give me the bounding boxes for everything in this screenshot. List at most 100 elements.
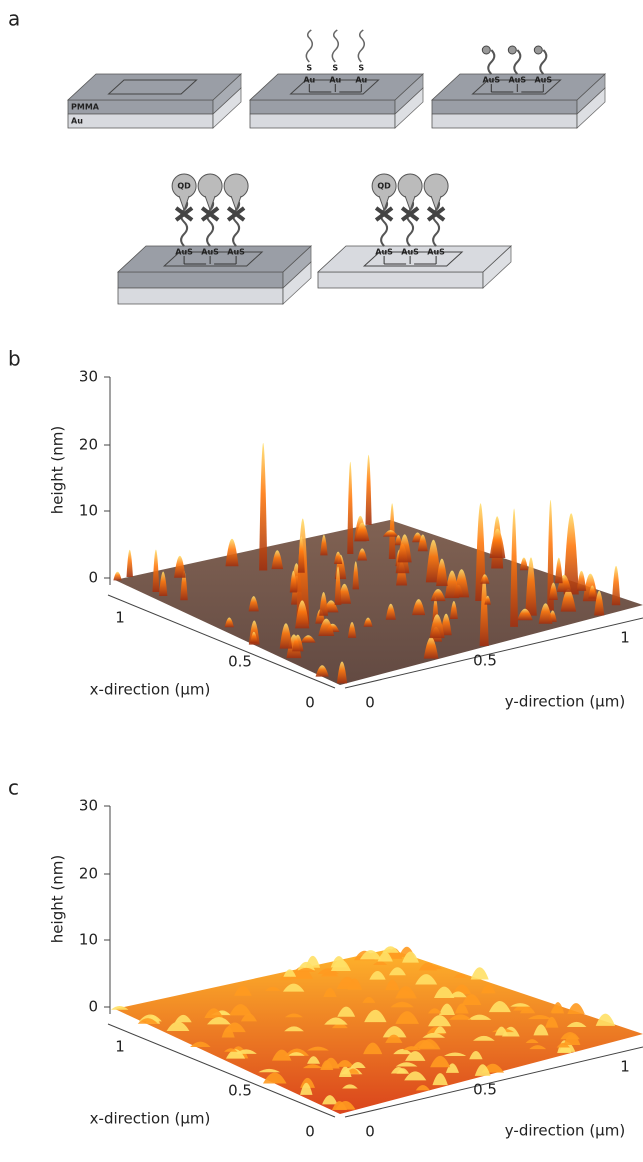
cross	[200, 206, 220, 222]
slab-window	[162, 251, 264, 267]
surface-peak	[436, 558, 448, 586]
surface-peak	[396, 1068, 410, 1074]
surface-peak	[554, 557, 563, 584]
surface-peak	[330, 959, 351, 972]
surface-peak	[297, 961, 316, 971]
surface-peak	[395, 1011, 419, 1024]
surface-peak	[415, 974, 438, 985]
quantum-dot	[423, 173, 449, 199]
x-tick-label: 0	[305, 1123, 315, 1141]
qd-label: QD	[377, 182, 391, 191]
surface-peak	[563, 1033, 581, 1046]
chain	[513, 49, 522, 75]
z-tick-label: 10	[79, 931, 98, 949]
surface-peak	[527, 1014, 552, 1020]
surface-peak	[432, 1073, 448, 1086]
surface-peak	[402, 951, 419, 963]
surface-peak	[292, 634, 304, 652]
surface-peak	[551, 1002, 565, 1014]
surface-peak	[166, 1021, 190, 1031]
chain	[432, 197, 441, 247]
surface-peak	[338, 1066, 352, 1077]
slab-front	[431, 113, 578, 129]
surface-peak	[322, 1057, 340, 1069]
surface-peak	[529, 1045, 547, 1050]
surface-peak	[302, 1064, 323, 1069]
surface-peak	[488, 1000, 511, 1013]
slab-front	[249, 99, 396, 115]
surface-peak	[449, 600, 458, 619]
aus-label: AuS	[175, 248, 193, 257]
z-axis-label: height (nm)	[49, 426, 67, 514]
layer-label: Au	[71, 117, 83, 126]
surface-peak	[288, 1052, 305, 1056]
surface-peak	[525, 1039, 539, 1043]
surface-peak	[412, 1040, 436, 1048]
surface-peak	[444, 1052, 467, 1056]
surface-peak	[449, 991, 467, 998]
surface-peak	[190, 1041, 211, 1047]
surface-peak	[525, 557, 537, 616]
chain	[357, 29, 366, 63]
surface-peak	[333, 551, 343, 565]
surface-peak	[547, 499, 554, 611]
surface-peak	[324, 1017, 348, 1025]
panel-label: b	[8, 347, 21, 371]
surface-peak	[576, 570, 587, 591]
surface-peak	[594, 590, 605, 616]
stem	[230, 195, 242, 212]
surface-peak	[489, 528, 506, 559]
z-tick-label: 0	[88, 569, 98, 587]
surface-peak	[481, 984, 496, 994]
surface-peak	[320, 534, 328, 556]
surface-peak	[397, 534, 412, 563]
cross	[226, 206, 246, 222]
surface-peak	[430, 1055, 451, 1068]
surface-peak	[479, 574, 489, 646]
surface-peak	[359, 950, 382, 960]
surface-peak	[467, 1014, 492, 1020]
aus-label: AuS	[534, 76, 552, 85]
surface-peak	[152, 549, 160, 592]
surface-peak	[439, 1003, 455, 1016]
surface-peak	[334, 566, 342, 605]
linker	[533, 45, 543, 55]
surface-peak	[174, 1014, 192, 1023]
aus-label: AuS	[482, 76, 500, 85]
layer-label: PMMA	[71, 103, 100, 112]
linker	[481, 45, 491, 55]
surface-peak	[318, 618, 335, 637]
surface-peak	[174, 555, 186, 578]
surface-peak	[454, 1003, 469, 1014]
surface-peak	[295, 600, 310, 629]
quantum-dot	[223, 173, 249, 199]
au-label: Au	[329, 76, 341, 85]
surface-peak	[315, 665, 329, 677]
surface-peak	[365, 454, 372, 525]
stem	[404, 195, 416, 212]
surface-peak	[563, 513, 579, 595]
chain	[487, 49, 496, 75]
surface-peak	[158, 571, 168, 597]
surface-peak	[364, 1009, 387, 1023]
surface-peak	[363, 1042, 383, 1055]
s-label: S	[306, 64, 312, 73]
surface-peak	[235, 1049, 257, 1054]
stem	[204, 195, 216, 212]
surface-peak	[430, 588, 446, 602]
surface-peak	[429, 614, 445, 639]
x-tick-label: 0	[305, 694, 315, 712]
surface-peak	[259, 442, 268, 571]
surface-peak	[263, 1072, 287, 1084]
surface-peak	[517, 608, 533, 621]
slab-side	[576, 87, 606, 129]
au-label: Au	[355, 76, 367, 85]
panel-label: c	[8, 776, 19, 800]
surface-peak	[538, 603, 553, 624]
surface-peak	[323, 987, 337, 997]
chain	[380, 197, 389, 247]
surface-peak	[336, 1059, 354, 1067]
slab-side	[282, 261, 312, 305]
y-tick-label: 1	[620, 1058, 630, 1076]
